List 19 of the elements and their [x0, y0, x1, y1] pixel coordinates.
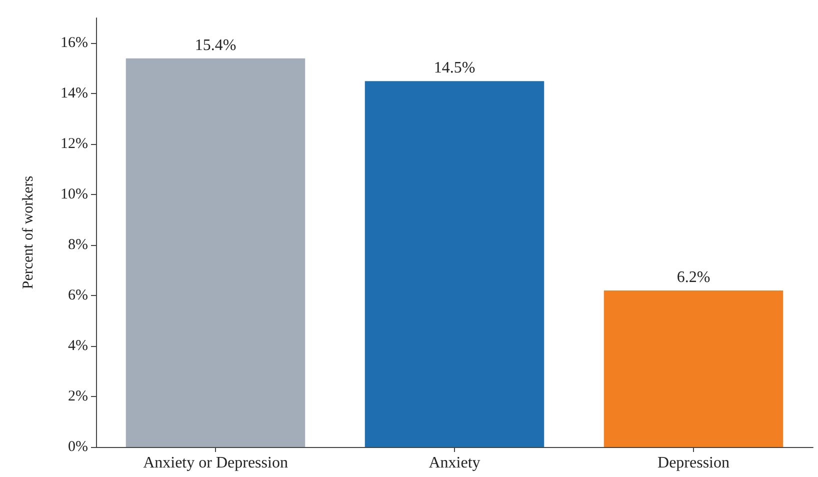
y-tick-label: 12%: [60, 136, 88, 152]
y-tick-label: 8%: [68, 237, 88, 254]
y-tick-label: 6%: [68, 288, 88, 304]
y-tick-label: 2%: [68, 388, 88, 405]
y-tick-label: 0%: [68, 439, 88, 455]
data-label: 6.2%: [676, 269, 710, 286]
y-tick-label: 16%: [60, 35, 88, 52]
bar: [126, 58, 306, 447]
data-label: 14.5%: [434, 60, 476, 77]
data-label: 15.4%: [194, 36, 236, 54]
bar: [364, 81, 544, 447]
bar: [604, 290, 784, 447]
y-tick-label: 4%: [68, 338, 88, 354]
x-tick-label: Anxiety or Depression: [143, 454, 288, 472]
x-tick-label: Depression: [658, 454, 730, 472]
x-tick-label: Anxiety: [428, 454, 480, 472]
y-axis-title: Percent of workers: [20, 176, 36, 290]
y-tick-label: 14%: [60, 86, 88, 102]
y-tick-label: 10%: [60, 186, 88, 203]
